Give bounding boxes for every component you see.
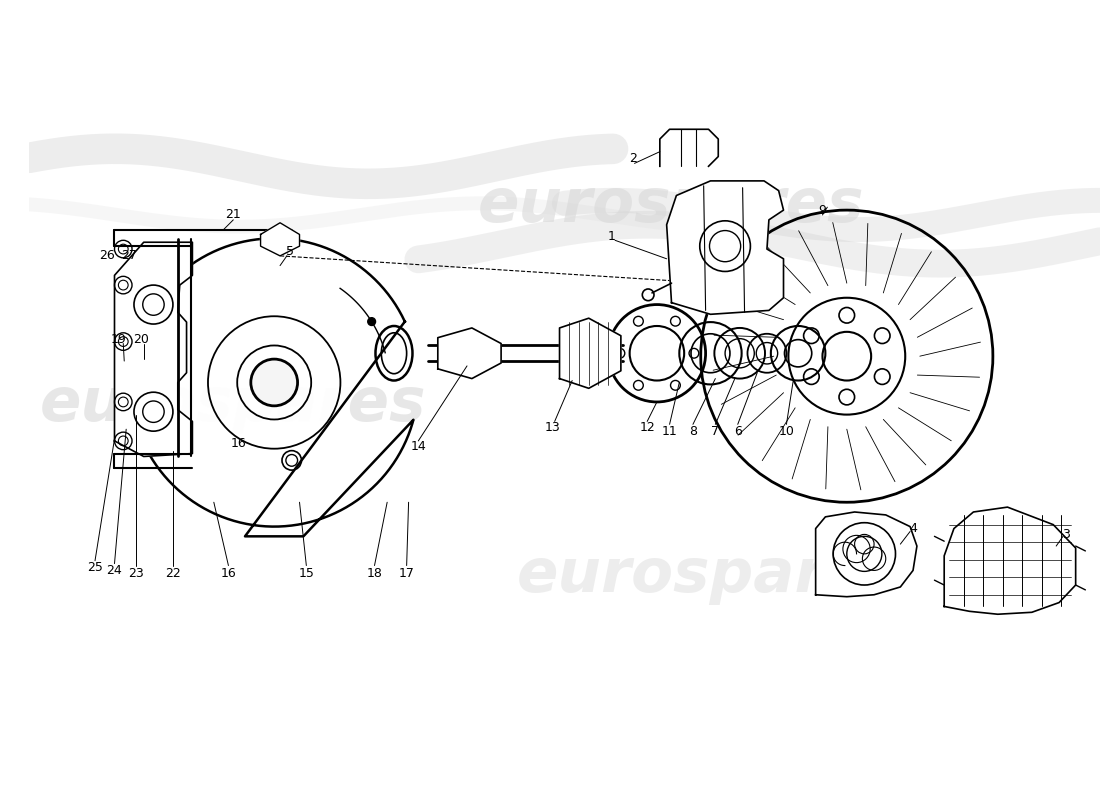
Text: 18: 18	[366, 567, 383, 580]
Circle shape	[367, 318, 375, 326]
Text: 1: 1	[607, 230, 615, 243]
Text: 9: 9	[818, 204, 826, 217]
Text: 10: 10	[779, 425, 794, 438]
Text: 6: 6	[734, 425, 741, 438]
Text: 15: 15	[298, 567, 315, 580]
Polygon shape	[438, 328, 502, 378]
Polygon shape	[114, 242, 192, 457]
Text: 27: 27	[121, 250, 138, 262]
Text: 13: 13	[544, 421, 561, 434]
Text: 21: 21	[226, 209, 241, 222]
Circle shape	[251, 359, 298, 406]
Polygon shape	[667, 181, 783, 314]
Text: 22: 22	[165, 567, 180, 580]
Text: 23: 23	[128, 567, 144, 580]
Text: 11: 11	[662, 425, 678, 438]
Polygon shape	[815, 512, 917, 597]
Text: 16: 16	[230, 438, 246, 450]
Text: eurospares: eurospares	[478, 176, 865, 234]
Text: 12: 12	[639, 421, 654, 434]
Text: 17: 17	[398, 567, 415, 580]
Text: 19: 19	[110, 333, 126, 346]
Polygon shape	[560, 318, 620, 388]
Text: 20: 20	[133, 333, 148, 346]
Text: 7: 7	[712, 425, 719, 438]
Text: 25: 25	[87, 561, 103, 574]
Polygon shape	[130, 238, 414, 536]
Text: 2: 2	[628, 152, 637, 165]
Text: 24: 24	[107, 564, 122, 577]
Text: 3: 3	[1062, 528, 1070, 541]
Text: 8: 8	[689, 425, 697, 438]
Text: 26: 26	[99, 250, 114, 262]
Polygon shape	[261, 222, 299, 256]
Text: 16: 16	[221, 567, 236, 580]
Text: 5: 5	[286, 246, 294, 258]
Text: 4: 4	[909, 522, 917, 535]
Polygon shape	[944, 507, 1076, 614]
Text: eurospares: eurospares	[40, 375, 427, 434]
Text: eurospares: eurospares	[517, 546, 904, 605]
Text: 14: 14	[410, 440, 426, 454]
